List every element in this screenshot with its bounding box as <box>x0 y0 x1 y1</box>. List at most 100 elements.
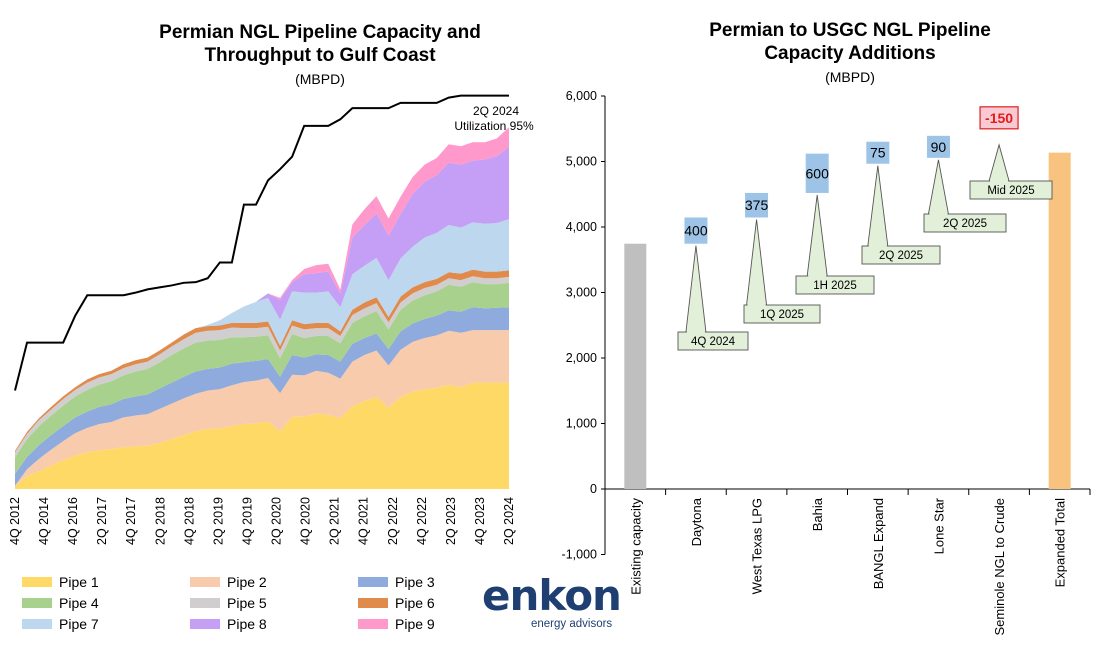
capacity-line <box>14 94 509 391</box>
legend-item: Pipe 3 <box>358 572 435 592</box>
area-series-3 <box>15 307 509 486</box>
legend-label: Pipe 3 <box>395 574 435 590</box>
callout-pointer <box>927 159 949 215</box>
value-label: 600 <box>806 165 830 181</box>
bar-existing-capacity <box>624 243 647 489</box>
increment-bar <box>866 141 890 164</box>
legend-swatch <box>190 619 220 629</box>
legend-label: Pipe 5 <box>227 595 267 611</box>
area-series-8 <box>15 146 509 451</box>
legend-swatch <box>190 577 220 587</box>
callout-pointer <box>806 194 828 277</box>
y-tick-label: 4,000 <box>566 220 597 234</box>
right-chart-subtitle: (MBPD) <box>825 69 875 85</box>
area-series-6 <box>15 269 509 453</box>
legend-swatch <box>358 619 388 629</box>
x-tick-label: 4Q 2023 <box>473 497 487 545</box>
x-tick-label: 2Q 2018 <box>153 497 167 545</box>
area-series-4 <box>15 282 509 474</box>
x-tick-label: 4Q 2017 <box>124 497 138 545</box>
legend-item: Pipe 8 <box>190 614 267 634</box>
utilization-annotation-line2: Utilization 95% <box>454 119 534 133</box>
area-series-5 <box>15 276 509 458</box>
timing-label: 2Q 2025 <box>943 218 987 230</box>
x-tick-label: 4Q 2022 <box>415 497 429 545</box>
legend-label: Pipe 2 <box>227 574 267 590</box>
area-series-2 <box>15 330 509 486</box>
utilization-annotation-line1: 2Q 2024 <box>473 104 519 118</box>
category-label: Bahia <box>810 497 825 531</box>
legend-label: Pipe 9 <box>395 616 435 632</box>
legend-item: Pipe 4 <box>22 593 99 613</box>
legend-item: Pipe 5 <box>190 593 267 613</box>
enkon-logo: enkon energy advisors <box>482 574 622 634</box>
callout-pointer <box>988 143 1010 182</box>
timing-label: Mid 2025 <box>987 185 1034 197</box>
right-chart-title-line1: Permian to USGC NGL Pipeline <box>709 20 991 41</box>
legend-label: Pipe 7 <box>59 616 99 632</box>
callout-box <box>743 304 821 324</box>
right-chart-title: Permian to USGC NGL Pipeline Capacity Ad… <box>640 19 1060 65</box>
callout-box <box>795 275 875 295</box>
category-label: Seminole NGL to Crude <box>992 498 1007 636</box>
x-tick-label: 2Q 2023 <box>444 497 458 545</box>
x-tick-label: 4Q 2019 <box>240 497 254 545</box>
category-label: West Texas LPG <box>750 498 765 594</box>
legend-label: Pipe 1 <box>59 574 99 590</box>
callout-pointer <box>746 219 768 306</box>
y-tick-label: 5,000 <box>566 155 597 169</box>
callout-box <box>923 213 1007 233</box>
legend-swatch <box>358 577 388 587</box>
timing-label: 1H 2025 <box>813 280 856 292</box>
x-tick-label: 2Q 2017 <box>95 497 109 545</box>
legend-label: Pipe 8 <box>227 616 267 632</box>
legend-item: Pipe 7 <box>22 614 99 634</box>
x-tick-label: 4Q 2012 <box>8 497 22 545</box>
x-tick-label: 2Q 2021 <box>328 497 342 545</box>
timing-label: 4Q 2024 <box>691 336 736 348</box>
area-series-9 <box>15 127 509 451</box>
y-tick-label: 0 <box>590 482 597 496</box>
legend-swatch <box>22 619 52 629</box>
area-series-7 <box>15 219 509 451</box>
value-label: 75 <box>870 145 886 161</box>
increment-bar <box>684 217 708 244</box>
callout-box <box>861 245 941 265</box>
callout-pointer <box>867 165 889 247</box>
x-tick-label: 4Q 2021 <box>357 497 371 545</box>
y-tick-label: 3,000 <box>566 286 597 300</box>
category-label: Existing capacity <box>628 498 643 595</box>
callout-box <box>677 331 749 351</box>
x-tick-label: 2Q 2024 <box>502 497 516 545</box>
area-series-1 <box>15 382 509 489</box>
legend-swatch <box>22 598 52 608</box>
category-label: Daytona <box>689 497 704 546</box>
x-tick-label: 4Q 2014 <box>37 497 51 545</box>
bar-expanded-total <box>1048 152 1071 489</box>
increment-bar <box>979 106 1019 130</box>
x-tick-label: 2Q 2019 <box>211 497 225 545</box>
legend-swatch <box>190 598 220 608</box>
left-chart-subtitle: (MBPD) <box>295 71 345 87</box>
category-label: Lone Star <box>931 497 946 554</box>
increment-bar <box>805 153 829 193</box>
timing-label: 1Q 2025 <box>760 309 804 321</box>
left-chart-title-line1: Permian NGL Pipeline Capacity and <box>159 22 481 43</box>
value-label: 375 <box>745 197 769 213</box>
value-label: -150 <box>985 110 1013 126</box>
left-chart-title-line2: Throughput to Gulf Coast <box>204 45 436 66</box>
y-tick-label: 6,000 <box>566 89 597 103</box>
logo-subtitle: energy advisors <box>531 618 613 630</box>
callout-pointer <box>685 245 707 333</box>
x-tick-label: 2Q 2022 <box>386 497 400 545</box>
timing-label: 2Q 2025 <box>879 250 923 262</box>
logo-word: enkon <box>482 571 622 620</box>
value-label: 90 <box>931 139 947 155</box>
x-tick-label: 4Q 2018 <box>182 497 196 545</box>
left-chart-title: Permian NGL Pipeline Capacity and Throug… <box>100 21 540 67</box>
y-tick-label: 2,000 <box>566 351 597 365</box>
right-chart-title-line2: Capacity Additions <box>764 43 936 64</box>
legend-swatch <box>358 598 388 608</box>
value-label: 400 <box>684 223 708 239</box>
